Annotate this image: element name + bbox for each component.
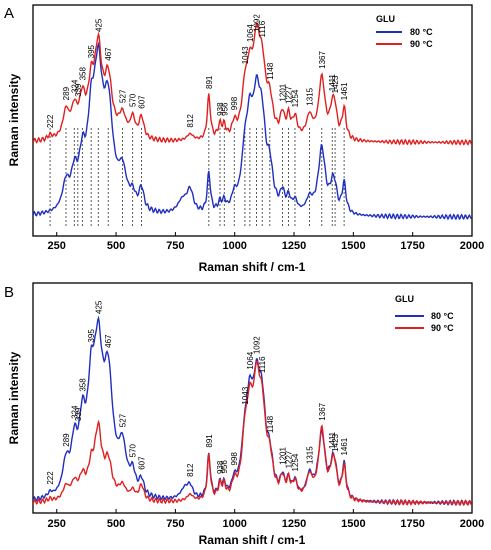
peak-label: 1411 <box>328 431 337 449</box>
x-tick-label: 750 <box>166 518 184 530</box>
peak-label: 1116 <box>258 20 267 37</box>
peak-label: 891 <box>205 434 214 448</box>
peak-label: 395 <box>87 329 96 343</box>
panel-a-legend-90-label: 90 °C <box>410 39 433 49</box>
panel-b-legend-80-label: 80 °C <box>431 311 454 321</box>
panel-a-frame <box>32 4 473 237</box>
peak-label: 938 <box>216 460 225 474</box>
series-90c-line <box>33 360 472 507</box>
peak-label: 358 <box>78 66 87 80</box>
peak-label: 1315 <box>305 446 314 464</box>
peak-label: 1116 <box>258 356 267 373</box>
peak-label: 956 <box>220 102 229 116</box>
panel-b: B GLU 80 °C 90 °C Raman shift / cm-1 Ram… <box>4 282 473 547</box>
peak-label: 1423 <box>331 433 340 451</box>
peak-label: 1064 <box>246 351 255 369</box>
peak-label: 1254 <box>291 89 300 107</box>
peak-label: 1254 <box>291 453 300 471</box>
peak-label: 570 <box>129 93 138 107</box>
peak-label: 956 <box>220 460 229 474</box>
peak-label: 527 <box>118 413 127 427</box>
panel-a-letter: A <box>4 5 14 22</box>
peak-label: 1201 <box>278 447 287 465</box>
peak-label: 425 <box>94 18 103 32</box>
peak-label: 998 <box>230 452 239 466</box>
peak-label: 812 <box>186 463 195 477</box>
peak-label: 467 <box>104 47 113 61</box>
peak-label: 1148 <box>266 415 275 433</box>
peak-label: 395 <box>87 44 96 58</box>
peak-label: 1092 <box>253 14 262 32</box>
x-tick-label: 1000 <box>222 240 246 252</box>
peak-label: 222 <box>46 114 55 128</box>
x-tick-label: 1750 <box>400 518 424 530</box>
peak-label: 812 <box>186 114 195 128</box>
panel-b-ylabel: Raman intensity <box>7 351 21 444</box>
x-tick-label: 2000 <box>460 518 484 530</box>
peak-label: 222 <box>46 471 55 485</box>
peak-label: 425 <box>94 300 103 314</box>
panel-b-legend-90-label: 90 °C <box>431 323 454 333</box>
peak-label: 339 <box>74 407 83 421</box>
panel-b-xlabel: Raman shift / cm-1 <box>199 533 306 547</box>
panel-a-plot: 250 500 750 1000 1250 1500 1750 2000 222 28932433… <box>33 14 484 252</box>
peak-label: 891 <box>205 75 214 89</box>
peak-label: 1461 <box>340 82 349 100</box>
panel-b-letter: B <box>4 284 14 301</box>
series-80c-line <box>33 41 472 221</box>
peak-label: 998 <box>230 96 239 110</box>
peak-label: 1043 <box>241 46 250 64</box>
x-tick-label: 250 <box>48 518 66 530</box>
peak-label: 324 <box>70 79 79 93</box>
x-tick-label: 1250 <box>282 518 306 530</box>
peak-label: 467 <box>104 334 113 348</box>
x-tick-label: 750 <box>166 240 184 252</box>
panel-a-legend-80-label: 80 °C <box>410 27 433 37</box>
panel-b-plot: 250 500 750 1000 1250 1500 1750 2000 222 289 32433… <box>33 300 484 530</box>
x-tick-label: 500 <box>107 240 125 252</box>
x-tick-label: 250 <box>48 240 66 252</box>
panel-a-xlabel: Raman shift / cm-1 <box>199 260 306 274</box>
panel-b-frame <box>32 282 473 514</box>
peak-label: 1423 <box>331 75 340 93</box>
peak-label: 1367 <box>318 50 327 68</box>
x-tick-label: 1000 <box>222 518 246 530</box>
peak-label: 607 <box>137 456 146 470</box>
x-tick-label: 2000 <box>460 240 484 252</box>
peak-label: 1461 <box>340 437 349 455</box>
x-tick-label: 1500 <box>341 518 365 530</box>
panel-a: A GLU 80 °C 90 °C Raman shift / cm-1 Ram… <box>4 4 473 274</box>
panel-a-legend-title: GLU <box>376 14 395 24</box>
x-tick-label: 1500 <box>341 240 365 252</box>
peak-label: 339 <box>74 83 83 97</box>
peak-label: 358 <box>78 378 87 392</box>
peak-label: 1411 <box>328 73 337 91</box>
peak-label: 289 <box>62 433 71 447</box>
peak-label: 324 <box>70 405 79 419</box>
peak-label: 1367 <box>318 402 327 420</box>
peak-label: 527 <box>118 89 127 103</box>
x-tick-label: 500 <box>107 518 125 530</box>
peak-label: 1315 <box>305 87 314 105</box>
panel-a-ylabel: Raman intensity <box>7 73 21 166</box>
peak-label: 1064 <box>246 24 255 42</box>
series-90c-line <box>33 22 472 146</box>
peak-label: 1092 <box>253 336 262 354</box>
peak-label: 1148 <box>266 62 275 80</box>
peak-label: 938 <box>216 102 225 116</box>
peak-label: 289 <box>62 86 71 100</box>
peak-label: 1201 <box>278 83 287 101</box>
peak-label: 1043 <box>241 386 250 404</box>
x-tick-label: 1250 <box>282 240 306 252</box>
peak-label: 1227 <box>285 450 294 468</box>
panel-b-legend-title: GLU <box>395 294 414 304</box>
peak-label: 1227 <box>285 86 294 104</box>
peak-label: 570 <box>129 443 138 457</box>
peak-label: 607 <box>137 95 146 109</box>
x-tick-label: 1750 <box>400 240 424 252</box>
